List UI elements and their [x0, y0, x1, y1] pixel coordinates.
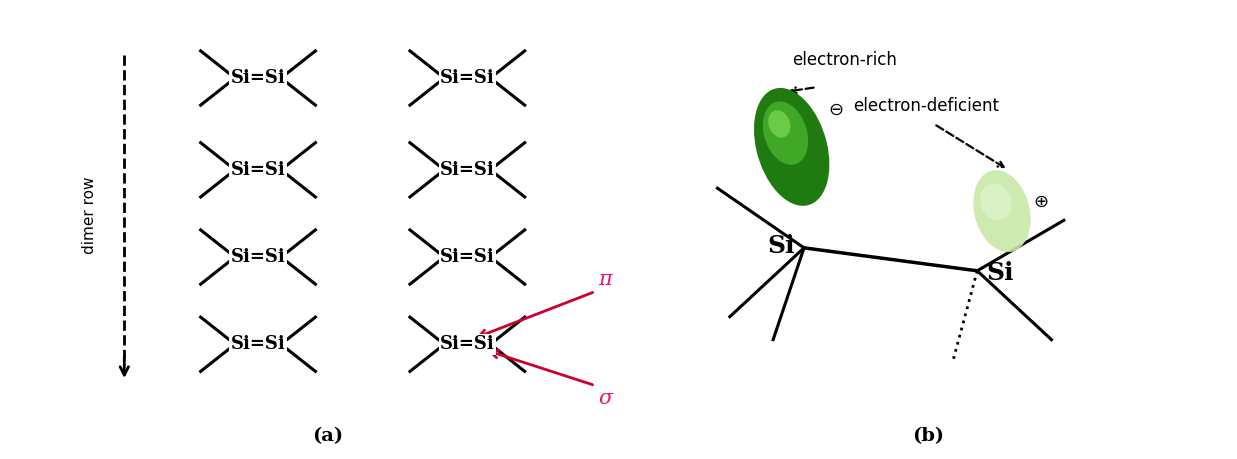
Ellipse shape [980, 184, 1012, 220]
Ellipse shape [763, 101, 808, 165]
Ellipse shape [755, 88, 829, 206]
Text: Si=Si: Si=Si [440, 161, 495, 179]
Text: (b): (b) [912, 427, 944, 445]
Text: Si=Si: Si=Si [230, 248, 286, 266]
Text: π: π [599, 270, 612, 289]
Text: Si=Si: Si=Si [440, 248, 495, 266]
Text: Si=Si: Si=Si [230, 335, 286, 353]
Text: electron-deficient: electron-deficient [854, 96, 999, 115]
Text: Si=Si: Si=Si [440, 69, 495, 87]
Ellipse shape [974, 170, 1030, 252]
Text: Si: Si [767, 234, 794, 257]
Text: Si=Si: Si=Si [230, 161, 286, 179]
Ellipse shape [768, 110, 790, 138]
Text: Si=Si: Si=Si [440, 335, 495, 353]
Text: Si=Si: Si=Si [230, 69, 286, 87]
Text: (a): (a) [312, 427, 344, 445]
Text: ⊖: ⊖ [829, 101, 844, 119]
Text: dimer row: dimer row [82, 177, 96, 254]
Text: Si: Si [986, 261, 1014, 285]
Text: ⊕: ⊕ [1033, 193, 1048, 211]
Text: electron-rich: electron-rich [792, 50, 897, 69]
Text: σ: σ [599, 389, 612, 408]
